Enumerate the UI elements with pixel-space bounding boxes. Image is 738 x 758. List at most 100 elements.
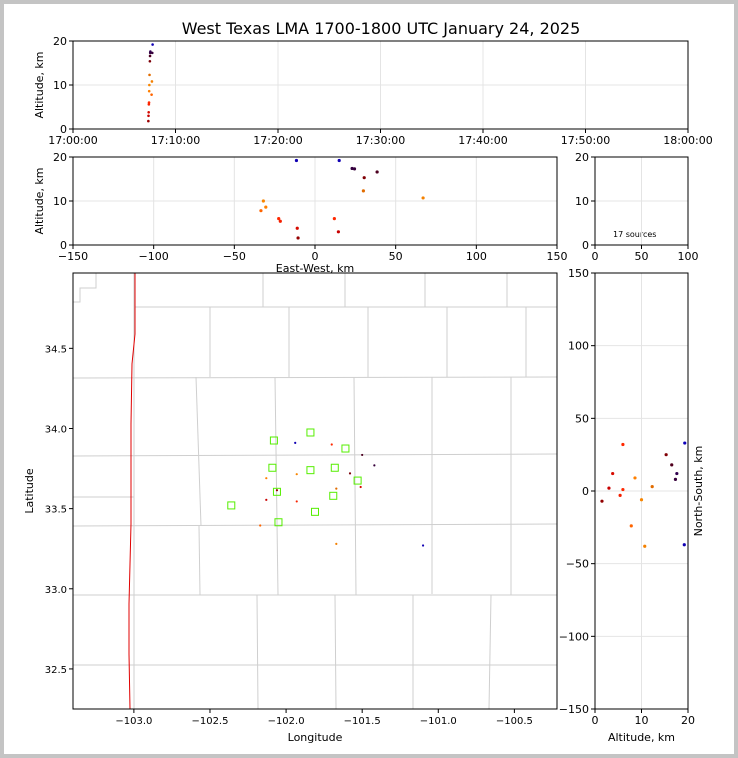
x-tick-label: −101.5: [344, 716, 381, 727]
county-border: [72, 376, 558, 379]
x-tick-label: 10: [635, 714, 649, 727]
county-border: [72, 453, 558, 457]
source-point: [294, 441, 297, 445]
source-point: [337, 158, 341, 163]
source-point: [600, 499, 604, 503]
county-border: [195, 376, 202, 527]
station-marker: [311, 507, 319, 516]
source-point: [650, 485, 654, 489]
source-point: [294, 158, 299, 163]
source-point: [147, 101, 151, 104]
source-point: [675, 471, 679, 476]
county-border: [488, 594, 492, 710]
source-point: [265, 477, 268, 480]
county-border: [353, 376, 357, 596]
station-marker: [272, 487, 281, 496]
plan-view-panel: −103.0 −102.5 −102.0 −101.5 −101.0 −100.5 32.5…: [23, 272, 558, 744]
x-tick-label: 20: [681, 714, 695, 727]
source-point: [607, 486, 611, 490]
x-tick-label: 0: [592, 714, 599, 727]
y-tick-label: −50: [566, 558, 589, 571]
east-west-height-panel: −150 −100 −50 0 50 100 150 0 10 20 East-West, km Al…: [33, 151, 568, 275]
height-north-south-panel: 0 10 20 −150 −100 −50 0 50 100 150 Altitude, km Nor…: [559, 267, 705, 744]
x-tick-label: −150: [58, 250, 88, 263]
source-point: [148, 83, 151, 87]
y-tick-label: −100: [559, 630, 589, 643]
source-point: [618, 493, 622, 497]
y-axis-label: North-South, km: [692, 446, 705, 537]
source-point: [682, 543, 686, 547]
y-tick-label: 10: [575, 195, 589, 208]
y-tick-label: 0: [582, 485, 589, 498]
x-tick-label: −101.0: [420, 716, 457, 727]
source-point: [261, 199, 265, 203]
x-tick-label: 17:50:00: [561, 134, 610, 147]
source-point: [295, 500, 298, 503]
station-marker: [306, 466, 315, 475]
source-point: [362, 176, 366, 180]
source-point: [639, 498, 644, 502]
source-point: [673, 477, 678, 481]
source-point: [277, 217, 281, 221]
source-point: [148, 73, 151, 77]
source-point: [621, 487, 625, 492]
y-tick-label: 0: [60, 123, 67, 136]
x-tick-label: 0: [592, 250, 599, 263]
station-marker: [329, 491, 338, 500]
source-point: [670, 463, 674, 467]
state-border: [73, 273, 97, 303]
source-point: [149, 50, 152, 53]
x-tick-label: 50: [635, 250, 649, 263]
y-tick-label: 10: [53, 79, 67, 92]
source-point: [259, 524, 262, 527]
source-point: [278, 219, 282, 223]
y-tick-label: −150: [559, 703, 589, 716]
x-axis-label: East-West, km: [276, 262, 354, 275]
time-height-panel: 17:00:00 17:10:00 17:20:00 17:30:00 17:40:00…: [33, 35, 713, 147]
y-tick-label: 100: [568, 340, 589, 353]
source-point: [265, 498, 268, 501]
y-tick-label: 50: [575, 412, 589, 425]
station-marker: [274, 518, 283, 527]
source-point: [629, 524, 633, 528]
y-tick-label: 33.5: [45, 505, 67, 516]
source-point: [335, 542, 338, 545]
source-point: [421, 544, 425, 547]
source-point: [147, 89, 151, 93]
x-tick-label: 50: [389, 250, 403, 263]
source-point: [296, 236, 300, 240]
x-tick-label: 17:20:00: [253, 134, 302, 147]
y-axis-label: Altitude, km: [33, 167, 46, 234]
source-point: [352, 167, 357, 171]
source-point: [295, 226, 299, 230]
altitude-histogram-panel: 17 sources 0 50 100 0 10 20: [575, 151, 699, 263]
source-point: [361, 189, 365, 193]
x-axis-label: Altitude, km: [608, 731, 675, 744]
y-tick-label: 150: [568, 267, 589, 280]
x-tick-label: −100: [139, 250, 169, 263]
source-point: [621, 442, 625, 447]
county-border: [334, 594, 337, 710]
source-point: [150, 51, 154, 55]
source-point: [330, 443, 333, 446]
station-marker: [269, 436, 278, 445]
y-tick-label: 20: [575, 151, 589, 164]
source-point: [147, 119, 150, 123]
source-point: [361, 453, 364, 457]
source-point: [375, 170, 379, 174]
source-point: [421, 196, 425, 200]
x-tick-label: −102.5: [191, 716, 228, 727]
plot-frame: [72, 272, 558, 710]
x-tick-label: 0: [312, 250, 319, 263]
station-marker: [227, 501, 236, 510]
source-point: [373, 464, 376, 467]
y-tick-label: 0: [60, 239, 67, 252]
source-point: [683, 441, 687, 445]
x-tick-label: −103.0: [115, 716, 152, 727]
source-point: [264, 205, 268, 209]
y-tick-label: 20: [53, 35, 67, 48]
source-point: [348, 472, 352, 475]
source-point: [359, 485, 362, 489]
x-tick-label: 18:00:00: [663, 134, 712, 147]
y-tick-label: 34.0: [45, 424, 67, 435]
